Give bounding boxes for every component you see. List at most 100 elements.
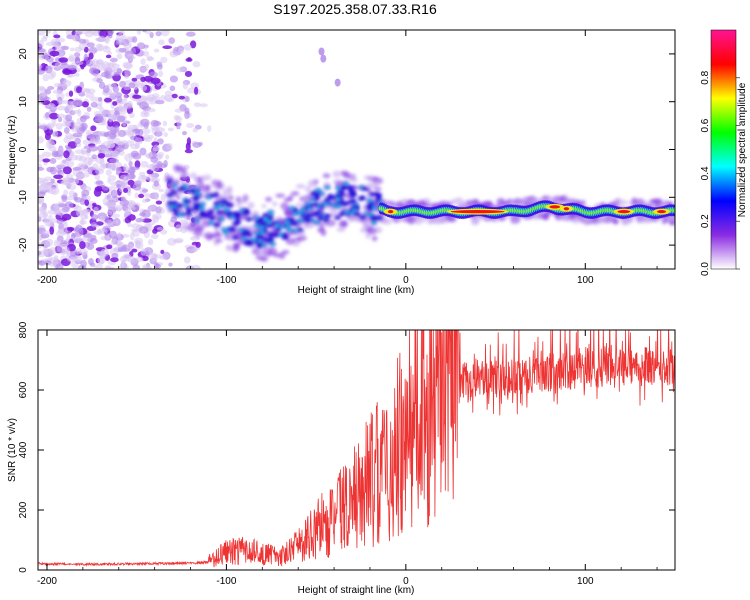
colorbar-tick-label: 0.2 — [700, 214, 711, 228]
track-core-cyan — [336, 198, 340, 201]
noise-blob — [94, 186, 104, 192]
snr-y-tick-label: 600 — [18, 381, 29, 398]
track-halo — [406, 216, 416, 225]
track-core-cyan — [349, 212, 354, 215]
noise-blob — [127, 214, 136, 221]
noise-blob — [41, 230, 51, 235]
band-hot-red — [387, 210, 394, 214]
noise-blob — [132, 183, 142, 191]
track-halo — [222, 188, 233, 196]
noise-blob — [116, 115, 126, 123]
noise-blob — [83, 145, 91, 150]
noise-blob — [124, 153, 133, 162]
track-halo — [305, 185, 311, 193]
noise-blob — [176, 121, 183, 128]
feature-blob — [334, 78, 341, 87]
track-halo — [652, 198, 663, 205]
noise-blob — [120, 174, 127, 181]
track-core-cyan — [287, 229, 292, 232]
noise-blob — [169, 75, 179, 83]
noise-blob — [134, 192, 139, 199]
track-halo — [365, 182, 374, 187]
track-halo — [202, 174, 212, 181]
track-halo — [213, 232, 223, 238]
track-core-cyan — [324, 202, 329, 206]
noise-blob — [115, 38, 125, 44]
track-halo — [432, 219, 439, 225]
noise-blob — [134, 160, 141, 169]
noise-blob — [45, 140, 53, 149]
track-halo — [189, 172, 198, 179]
noise-blob — [123, 94, 128, 101]
noise-blob — [105, 73, 113, 79]
noise-blob — [90, 101, 98, 108]
noise-blob — [116, 183, 122, 189]
track-core-blue — [189, 188, 197, 194]
track-core-cyan — [194, 219, 199, 222]
snr-x-tick-label: 100 — [577, 576, 594, 587]
noise-field — [38, 30, 212, 269]
noise-blob — [70, 47, 75, 52]
snr-panel: -200 -100 0 100 0 200 400 600 800 Height of str… — [7, 321, 676, 596]
noise-blob — [153, 180, 160, 187]
noise-blob — [74, 149, 84, 155]
noise-blob — [97, 228, 107, 233]
track-core-blue — [333, 214, 341, 220]
track-core-cyan — [259, 226, 264, 230]
track-core-cyan — [214, 206, 218, 210]
band-hot-red — [450, 210, 505, 214]
noise-blob — [130, 135, 138, 141]
noise-blob — [168, 262, 173, 267]
noise-blob — [46, 56, 54, 63]
noise-blob — [131, 248, 138, 253]
noise-blob — [38, 197, 45, 203]
noise-blob — [108, 196, 114, 201]
noise-blob — [49, 246, 57, 256]
noise-blob — [127, 124, 137, 131]
noise-blob — [42, 158, 51, 163]
track-core-blue — [359, 215, 367, 221]
track-core-blue — [183, 199, 191, 205]
track-core-blue — [375, 194, 383, 200]
track-core-cyan — [372, 221, 376, 225]
track-halo — [290, 191, 300, 196]
track-halo — [285, 238, 295, 245]
noise-blob — [81, 189, 90, 197]
noise-blob — [132, 228, 140, 238]
track-halo — [631, 197, 638, 206]
track-halo — [621, 217, 630, 226]
noise-blob — [48, 257, 58, 261]
track-halo — [332, 170, 342, 178]
noise-blob — [193, 102, 201, 108]
noise-blob — [89, 96, 100, 102]
noise-blob — [100, 248, 110, 257]
noise-blob — [112, 85, 120, 93]
track-halo — [559, 195, 566, 202]
track-halo — [216, 180, 223, 189]
track-halo — [371, 235, 378, 242]
noise-blob — [68, 190, 76, 198]
noise-blob — [93, 264, 104, 269]
noise-blob — [122, 121, 127, 127]
noise-blob — [127, 173, 136, 180]
noise-blob — [48, 262, 56, 267]
noise-blob — [124, 264, 129, 269]
track-halo — [635, 219, 646, 224]
track-core-cyan — [298, 219, 303, 223]
noise-blob — [127, 100, 133, 109]
noise-blob — [90, 222, 98, 228]
noise-blob — [52, 89, 63, 94]
chart-title: S197.2025.358.07.33.R16 — [273, 1, 437, 17]
noise-blob — [118, 47, 127, 53]
noise-blob — [48, 218, 59, 224]
colorbar-label: Normalized spectral amplitude — [737, 82, 748, 217]
noise-blob — [175, 67, 186, 73]
noise-blob — [109, 115, 119, 121]
track-core-blue — [274, 227, 282, 233]
track-core-blue — [192, 203, 200, 209]
noise-blob — [44, 132, 51, 141]
track-core-blue — [245, 232, 253, 238]
track-core-cyan — [343, 181, 348, 185]
noise-blob — [96, 60, 104, 65]
